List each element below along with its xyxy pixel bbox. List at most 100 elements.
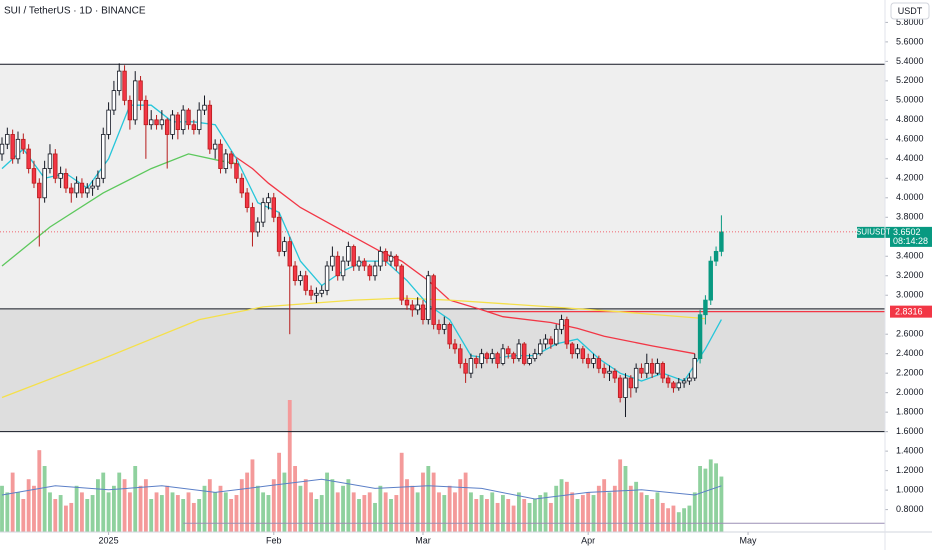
- y-tick-label: 4.0000: [896, 192, 924, 202]
- candle-body: [250, 207, 255, 233]
- candle-body: [170, 114, 175, 135]
- candle-body: [292, 265, 298, 282]
- volume-bar: [405, 479, 409, 532]
- volume-bar: [692, 492, 697, 532]
- volume-bar: [96, 479, 100, 532]
- x-tick-label: Mar: [415, 535, 431, 545]
- candle-body: [95, 177, 101, 187]
- y-tick-label: 1.0000: [896, 484, 924, 494]
- volume-bar: [5, 492, 10, 532]
- y-tick-label: 3.0000: [896, 290, 924, 300]
- candle-body: [511, 353, 516, 359]
- candle-body: [644, 363, 650, 374]
- candle-body: [21, 138, 26, 150]
- candle-body: [111, 90, 117, 111]
- candle-body: [474, 358, 479, 364]
- volume-bar: [485, 499, 489, 532]
- candle-body: [458, 348, 463, 364]
- symbol-tag: [857, 226, 890, 238]
- candle-body: [692, 358, 697, 379]
- volume-bar: [213, 492, 218, 532]
- price-tag-label: 3.6502: [893, 227, 921, 237]
- volume-bar: [245, 472, 250, 532]
- volume-bar: [431, 472, 436, 532]
- volume-bar: [500, 495, 505, 532]
- candle-body: [681, 380, 687, 384]
- candle-body: [383, 250, 388, 262]
- candle-body: [543, 338, 548, 345]
- candle-body: [63, 173, 69, 189]
- candle-body: [442, 324, 447, 330]
- candle-body: [330, 255, 335, 267]
- candle-body: [548, 338, 554, 345]
- candle-body: [271, 197, 276, 218]
- volume-bar: [197, 499, 202, 532]
- candle-body: [282, 241, 287, 252]
- candle-body: [575, 348, 580, 355]
- candle-body: [612, 370, 618, 379]
- candle-body: [186, 109, 191, 126]
- volume-bar: [69, 502, 74, 532]
- volume-bar: [612, 485, 617, 532]
- volume-bar: [170, 492, 175, 532]
- volume-bar: [234, 495, 239, 532]
- volume-bar: [447, 485, 452, 532]
- volume-bar: [580, 495, 585, 532]
- volume-bar: [596, 485, 601, 532]
- candle-body: [356, 260, 362, 267]
- y-tick-label: 2.0000: [896, 387, 924, 397]
- volume-bar: [394, 495, 399, 532]
- y-tick-label: 3.4000: [896, 251, 924, 261]
- volume-bar: [122, 479, 127, 532]
- volume-bar: [564, 481, 569, 532]
- candle-body: [697, 314, 703, 359]
- volume-bar: [239, 479, 244, 532]
- y-tick-label: 4.6000: [896, 134, 924, 144]
- volume-bar: [421, 472, 425, 532]
- volume-bar: [671, 505, 676, 532]
- volume-bar: [53, 499, 58, 532]
- candle-body: [559, 319, 564, 330]
- candle-body: [180, 109, 186, 130]
- volume-bar: [175, 495, 180, 532]
- volume-bar: [191, 502, 196, 532]
- volume-bar: [474, 499, 479, 532]
- candle-body: [117, 70, 122, 92]
- volume-bar: [458, 479, 463, 532]
- candle-body: [388, 255, 394, 262]
- volume-bar: [287, 400, 292, 532]
- volume-bar: [250, 459, 255, 532]
- candle-body: [308, 289, 314, 296]
- candle-body: [175, 114, 181, 130]
- volume-average-line: [1, 478, 722, 500]
- candle-body: [628, 377, 634, 389]
- volume-bar: [602, 479, 607, 532]
- candle-body: [196, 109, 202, 130]
- candle-body: [601, 367, 607, 374]
- volume-bar: [159, 495, 164, 532]
- volume-bar: [309, 492, 313, 532]
- candle-body: [591, 358, 596, 364]
- candle-body: [713, 250, 719, 262]
- y-tick-label: 0.8000: [896, 504, 924, 514]
- candle-body: [340, 260, 346, 277]
- volume-bar: [554, 485, 559, 532]
- x-tick-label: Feb: [266, 535, 282, 545]
- candle-body: [623, 377, 628, 398]
- volume-bar: [21, 499, 26, 532]
- y-tick-label: 1.6000: [896, 426, 924, 436]
- volume-bar: [80, 492, 84, 532]
- candle-body: [324, 265, 330, 291]
- candle-body: [484, 353, 490, 359]
- candle-body: [527, 358, 532, 364]
- volume-bar: [442, 495, 447, 532]
- x-tick-label: 2025: [99, 535, 119, 545]
- volume-bar: [586, 492, 591, 532]
- volume-bar: [666, 508, 671, 532]
- marker-level-tag: [890, 305, 932, 318]
- volume-bar: [298, 485, 303, 532]
- volume-bar: [351, 492, 356, 532]
- candle-body: [31, 168, 37, 184]
- volume-bar: [127, 492, 132, 532]
- y-tick-label: 5.0000: [896, 95, 924, 105]
